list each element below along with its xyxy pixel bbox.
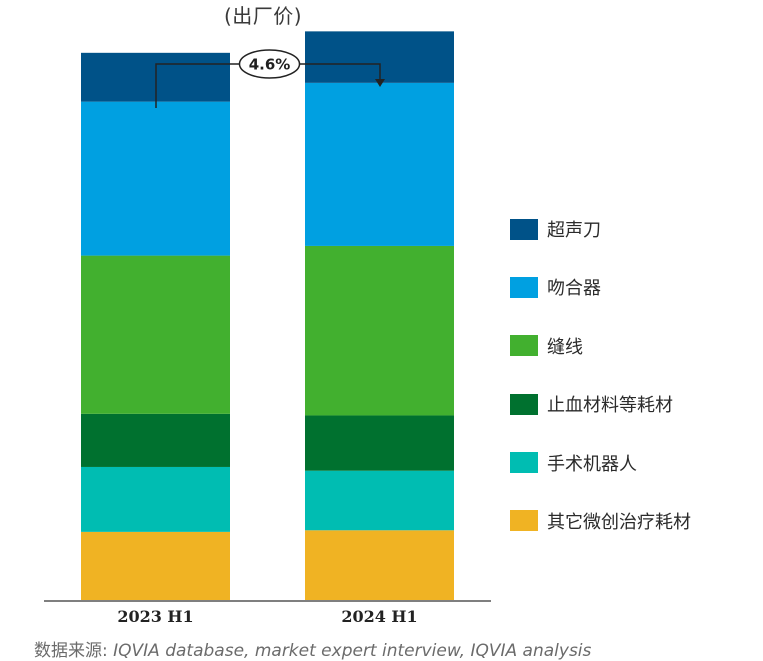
bar-segment-1-2 (305, 415, 454, 471)
growth-connector-line (155, 63, 381, 108)
legend-label: 手术机器人 (547, 453, 637, 475)
legend-item-2: 缝线 (510, 329, 750, 363)
legend-item-5: 其它微创治疗耗材 (510, 504, 750, 538)
legend-item-3: 止血材料等耗材 (510, 387, 750, 421)
legend-swatch (510, 335, 538, 357)
growth-arrow-head (375, 79, 385, 87)
bar-segment-0-0 (81, 531, 230, 600)
bars-layer (81, 31, 454, 600)
x-tick-labels: 2023 H1 2024 H1 (117, 607, 417, 626)
legend-label: 超声刀 (547, 220, 601, 241)
legend-swatch (510, 452, 538, 474)
bar-segment-0-1 (81, 466, 230, 532)
legend-swatch (510, 218, 538, 240)
growth-label-oval (238, 49, 301, 79)
legend-swatch (510, 393, 538, 415)
source-note: 数据来源: IQVIA database, market expert inte… (34, 636, 591, 661)
legend-label: 缝线 (547, 336, 583, 358)
legend-label: 吻合器 (547, 278, 601, 300)
bar-segment-0-3 (81, 255, 230, 414)
source-text: IQVIA database, market expert interview,… (113, 641, 592, 661)
chart-title: (出厂价) (224, 4, 303, 28)
legend-swatch (510, 510, 538, 532)
legend-item-4: 手术机器人 (510, 446, 750, 480)
x-tick-label-0: 2023 H1 (117, 607, 193, 626)
legend-item-1: 吻合器 (510, 270, 750, 304)
bar-segment-1-1 (305, 470, 454, 531)
legend-item-0: 超声刀 (510, 212, 750, 246)
bar-segment-0-2 (81, 413, 230, 467)
chart-legend: 超声刀吻合器缝线止血材料等耗材 手术机器人其它微创治疗耗材 (510, 212, 750, 562)
bar-segment-1-4 (305, 82, 454, 246)
legend-label: 其它微创治疗耗材 (547, 511, 691, 533)
bar-segment-1-0 (305, 530, 454, 600)
growth-rate-label: 4.6% (249, 56, 291, 74)
growth-annotation: 4.6% (155, 49, 385, 108)
legend-swatch (510, 276, 538, 298)
bar-segment-1-3 (305, 245, 454, 416)
x-tick-label-1: 2024 H1 (341, 607, 417, 626)
source-prefix: 数据来源: (34, 641, 114, 661)
bar-segment-0-4 (81, 101, 230, 256)
legend-label: 止血材料等耗材 (547, 395, 673, 417)
